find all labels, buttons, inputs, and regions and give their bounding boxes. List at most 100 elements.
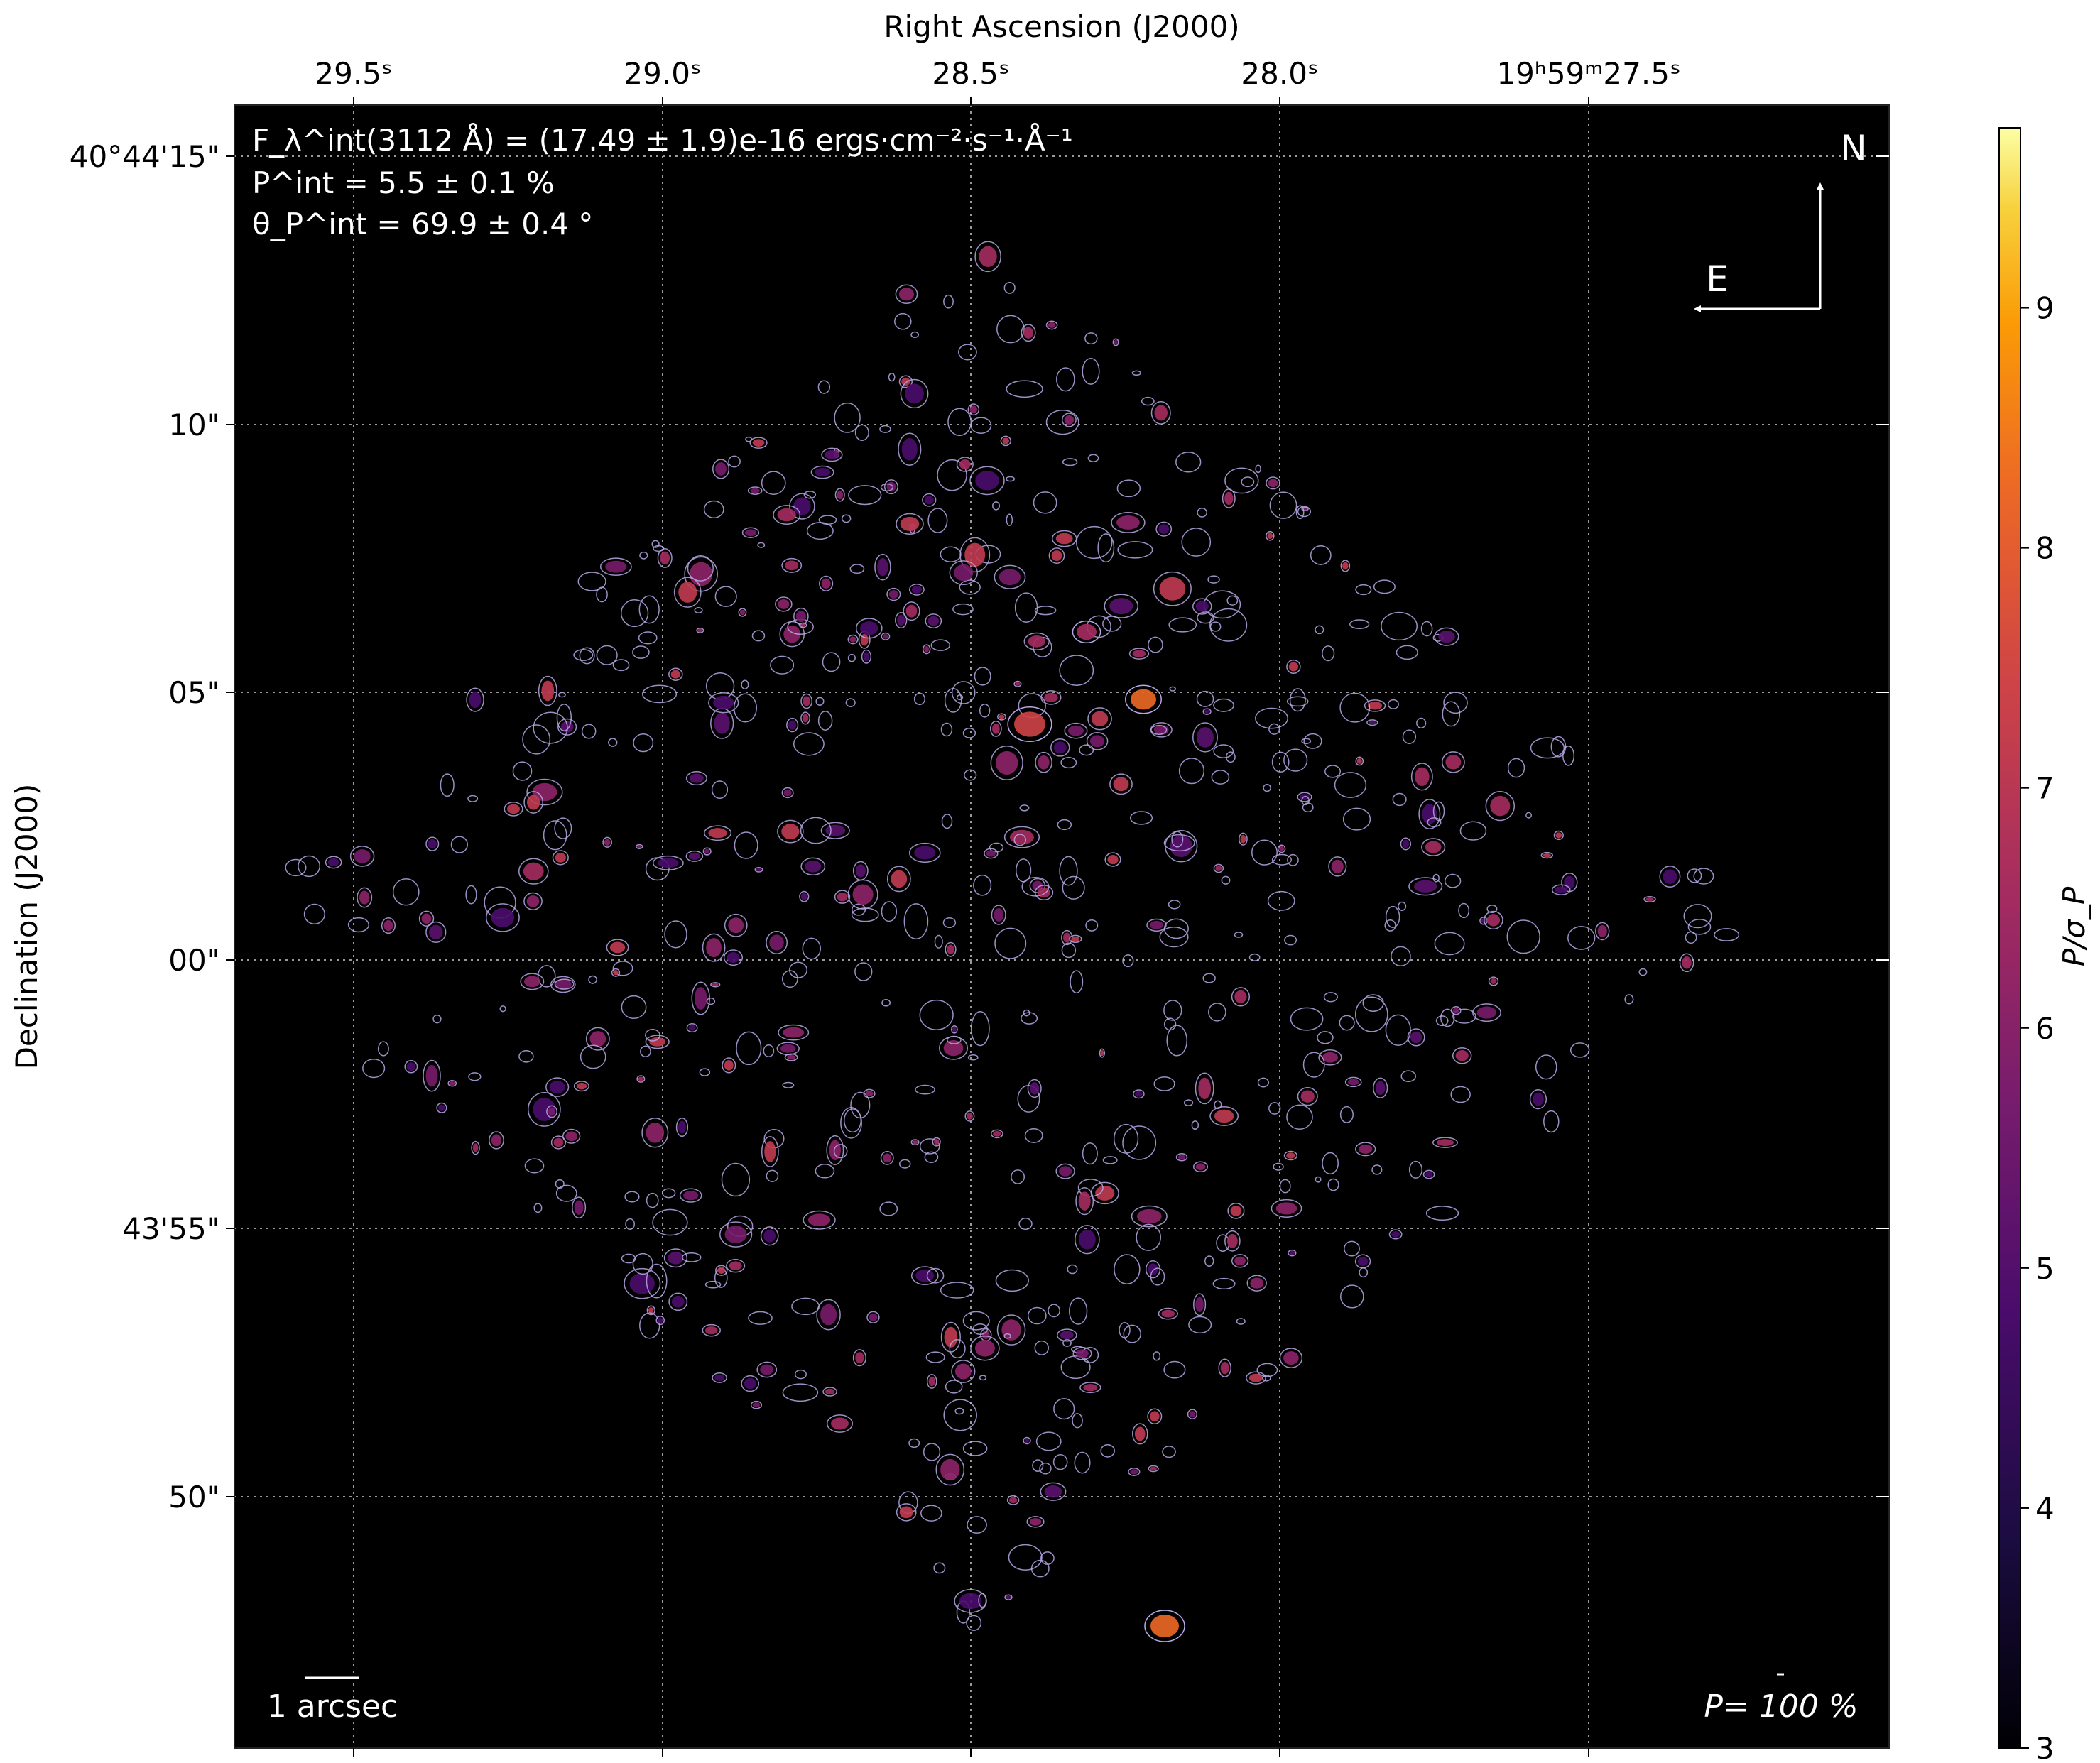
- contour-blob: [1268, 1102, 1281, 1115]
- contour-outline: [802, 937, 821, 960]
- contour-outline: [621, 995, 647, 1020]
- contour-fill: [780, 1044, 796, 1053]
- contour-outline: [1540, 851, 1554, 859]
- contour-outline: [608, 738, 618, 747]
- contour-fill: [940, 1458, 960, 1481]
- contour-outline: [1048, 547, 1065, 564]
- contour-outline: [1008, 1544, 1043, 1571]
- contour-fill: [553, 1137, 564, 1147]
- contour-blob: [940, 1321, 961, 1353]
- contour-outline: [922, 644, 931, 655]
- contour-fill: [359, 890, 370, 905]
- contour-outline: [833, 1144, 848, 1159]
- contour-outline: [1006, 513, 1013, 526]
- contour-fill: [1038, 755, 1050, 770]
- contour-blob: [1087, 707, 1112, 731]
- y-tick-label: 50": [168, 1480, 220, 1514]
- contour-blob: [1039, 1462, 1052, 1475]
- contour-outline: [298, 855, 321, 878]
- contour-outline: [1034, 885, 1054, 901]
- contour-blob: [1266, 530, 1275, 541]
- contour-fill: [1002, 437, 1010, 444]
- contour-outline: [1435, 1015, 1449, 1027]
- contour-blob: [1391, 946, 1411, 966]
- contour-outline: [1354, 1254, 1371, 1269]
- contour-outline: [748, 1311, 773, 1325]
- contour-outline: [761, 1136, 779, 1167]
- contour-blob: [1035, 751, 1052, 773]
- contour-outline: [1273, 1162, 1284, 1171]
- contour-outline: [947, 408, 972, 437]
- contour-blob: [636, 844, 643, 849]
- contour-blob: [1003, 826, 1040, 848]
- contour-outline: [1086, 732, 1109, 750]
- contour-fill: [449, 1081, 455, 1086]
- contour-outline: [518, 1049, 534, 1063]
- contour-outline: [964, 769, 977, 781]
- contour-blob: [926, 1374, 937, 1389]
- contour-outline: [1679, 953, 1694, 973]
- contour-outline: [741, 527, 760, 538]
- contour-outline: [974, 241, 1001, 273]
- contour-fill: [901, 377, 910, 386]
- contour-outline: [651, 540, 660, 548]
- contour-blob: [1192, 1161, 1209, 1173]
- contour-blob: [1422, 1169, 1435, 1179]
- contour-outline: [1452, 1047, 1472, 1064]
- contour-blob: [1420, 621, 1433, 637]
- contour-blob: [848, 485, 882, 506]
- contour-outline: [1441, 751, 1465, 773]
- contour-outline: [1079, 744, 1094, 756]
- contour-blob: [964, 1110, 975, 1122]
- contour-blob: [1287, 853, 1299, 866]
- contour-blob: [1128, 1467, 1141, 1476]
- contour-blob: [940, 722, 953, 737]
- contour-fill: [793, 497, 811, 515]
- contour-fill: [979, 246, 997, 268]
- contour-blob: [880, 1150, 894, 1165]
- contour-outline: [1427, 817, 1442, 828]
- contour-fill: [883, 1153, 892, 1163]
- contour-blob: [1082, 357, 1100, 385]
- contour-outline: [1263, 784, 1271, 792]
- contour-fill: [860, 621, 878, 635]
- contour-blob: [1286, 1104, 1313, 1130]
- contour-blob: [1488, 976, 1499, 986]
- contour-fill: [1198, 1077, 1212, 1100]
- contour-outline: [1129, 811, 1153, 825]
- contour-outline: [1128, 648, 1150, 660]
- contour-core: [1144, 1610, 1185, 1642]
- contour-outline: [945, 1380, 963, 1394]
- contour-blob: [996, 315, 1025, 344]
- contour-blob: [1562, 745, 1575, 766]
- contour-outline: [794, 1369, 807, 1380]
- contour-blob: [579, 647, 595, 665]
- contour-blob: [1053, 1398, 1075, 1420]
- contour-fill: [1322, 1052, 1339, 1063]
- contour-blob: [1150, 1267, 1165, 1286]
- contour-blob: [704, 1280, 722, 1289]
- contour-blob: [1323, 992, 1338, 1003]
- contour-fill: [877, 558, 888, 577]
- contour-fill: [689, 773, 704, 783]
- contour-blob: [1013, 680, 1022, 687]
- contour-fill: [986, 850, 996, 857]
- contour-fill: [905, 604, 918, 618]
- contour-outline: [1040, 690, 1062, 705]
- contour-blob: [789, 961, 807, 978]
- contour-blob: [834, 488, 845, 502]
- contour-outline: [800, 711, 810, 725]
- contour-fill: [1161, 1309, 1175, 1318]
- contour-blob: [377, 1041, 389, 1057]
- contour-blob: [1150, 401, 1171, 425]
- contour-outline: [770, 655, 795, 675]
- contour-fill: [1023, 327, 1033, 339]
- contour-outline: [465, 885, 477, 905]
- contour-outline: [935, 1453, 965, 1486]
- contour-fill: [888, 590, 898, 599]
- contour-blob: [1040, 1482, 1067, 1501]
- contour-blob: [945, 941, 957, 957]
- contour-blob: [1221, 875, 1231, 885]
- contour-outline: [1506, 919, 1540, 954]
- contour-outline: [1114, 1254, 1141, 1284]
